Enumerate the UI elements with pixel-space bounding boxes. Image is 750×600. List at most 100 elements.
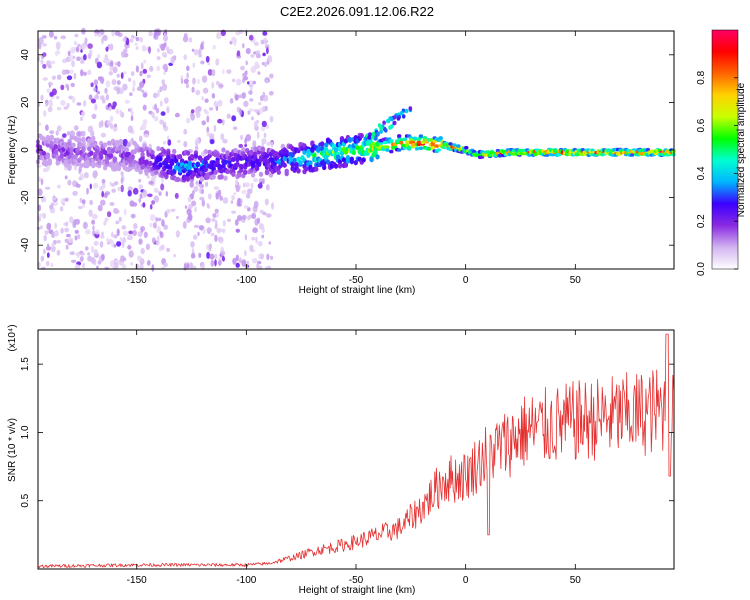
- spectrogram-cell: [80, 60, 85, 64]
- spectrogram-cell: [219, 250, 226, 256]
- spectrogram-cell: [101, 178, 106, 184]
- spectrogram-cell: [91, 219, 95, 225]
- spectrogram-cell: [288, 156, 293, 162]
- spectrogram-cell: [341, 157, 347, 163]
- spectrogram-cell: [324, 142, 329, 148]
- spectrogram-cell: [400, 110, 404, 116]
- spectrogram-cell: [195, 161, 201, 167]
- spectrogram-cell: [63, 106, 69, 110]
- spectrogram-cell: [216, 227, 221, 234]
- spectrogram-cell: [206, 227, 212, 233]
- spectrogram-cell: [193, 185, 199, 192]
- spectrogram-cell: [46, 252, 50, 258]
- spectrogram-cell: [77, 43, 81, 48]
- spectrogram-cell: [86, 187, 89, 195]
- spectrogram-cell: [222, 138, 228, 144]
- spectrogram-cell: [55, 41, 61, 49]
- spectrogram-cell: [230, 200, 234, 204]
- spectrogram-cell: [115, 108, 120, 115]
- spectrogram-cell: [139, 36, 144, 43]
- spectrogram-cell: [211, 217, 216, 222]
- spectrogram-cell: [133, 223, 138, 230]
- spectrogram-cell: [66, 131, 71, 136]
- spectrogram-cell: [148, 180, 154, 185]
- spectrogram-cell: [183, 128, 188, 135]
- spectrogram-cell: [353, 160, 358, 166]
- spectrogram-cell: [98, 121, 102, 129]
- spectrogram-cell: [266, 47, 269, 55]
- spectrogram-cell: [105, 94, 109, 101]
- colorbar-tick-label: 0.8: [696, 70, 707, 84]
- spectrogram-cell: [122, 138, 128, 147]
- spectrogram-cell: [156, 235, 160, 242]
- spectrogram-cell: [140, 247, 145, 255]
- spectrogram-cell: [120, 146, 126, 152]
- spectrogram-cell: [255, 53, 261, 59]
- spectrogram-cell: [408, 106, 413, 111]
- spectrogram-cell: [397, 148, 402, 152]
- spectrogram-cell: [62, 133, 67, 138]
- spectrogram-cell: [70, 259, 77, 263]
- spectrogram-cell: [250, 54, 255, 58]
- spectrogram-cell: [79, 162, 84, 168]
- spectrogram-cell: [130, 71, 135, 77]
- spectrogram-cell: [179, 158, 185, 164]
- spectrogram-cell: [217, 189, 222, 198]
- spectrogram-cell: [146, 74, 151, 79]
- spectrogram-cell: [252, 80, 256, 85]
- spectrogram-cell: [190, 109, 195, 114]
- spectrogram-cell: [186, 208, 192, 216]
- spectrogram-cell: [70, 46, 76, 54]
- spectrogram-cell: [163, 224, 168, 230]
- spectrogram-cell: [265, 124, 270, 129]
- colorbar-tick-label: 0.2: [696, 214, 707, 228]
- spectrogram-cell: [219, 168, 224, 174]
- spectrogram-cell: [373, 149, 378, 155]
- spectrogram-cell: [392, 120, 397, 126]
- spectrogram-cell: [396, 116, 401, 121]
- spectrogram-cell: [131, 111, 134, 116]
- spectrogram-cell: [156, 65, 161, 72]
- spectrogram-cell: [247, 81, 250, 85]
- spectrogram-cell: [120, 72, 124, 79]
- spectrogram-cell: [213, 169, 218, 175]
- spectrogram-cell: [239, 257, 242, 264]
- spectrogram-cell: [105, 46, 109, 52]
- spectrogram-cell: [248, 90, 253, 95]
- spectrogram-cell: [116, 228, 120, 237]
- spectrogram-cell: [162, 149, 167, 155]
- spectrogram-cell: [122, 230, 129, 237]
- spectrogram-cell: [385, 145, 390, 149]
- spectrogram-cell: [43, 110, 47, 117]
- spectrogram-cell: [173, 253, 177, 258]
- spectrogram-cell: [195, 89, 201, 96]
- spectrogram-cell: [87, 255, 92, 262]
- snr-y-ticks: 0.5 1.0 1.5: [20, 357, 674, 508]
- spectrogram-cell: [416, 140, 422, 145]
- spectrogram-cell: [123, 208, 127, 216]
- spectrogram-cell: [142, 104, 147, 111]
- spectrogram-cell: [73, 125, 79, 131]
- spectrogram-cell: [227, 218, 231, 222]
- spectrogram-cell: [140, 123, 147, 131]
- spectrogram-cell: [75, 218, 80, 225]
- spectrogram-cell: [191, 48, 195, 52]
- spectrogram-cell: [79, 252, 85, 256]
- spectrogram-cell: [217, 260, 222, 266]
- spectrogram-cell: [138, 184, 144, 190]
- spectrogram-cell: [90, 98, 96, 104]
- spectrogram-cell: [156, 146, 161, 152]
- spectrogram-cell: [120, 171, 124, 176]
- spectrogram-cell: [43, 249, 46, 255]
- spectrogram-cell: [208, 107, 214, 111]
- spectrogram-cell: [386, 118, 390, 124]
- spectrogram-cell: [158, 162, 163, 168]
- spectrogram-cell: [261, 120, 267, 128]
- spectrogram-cell: [220, 133, 225, 141]
- spectrogram-cell: [202, 228, 206, 235]
- spectrogram-cell: [76, 56, 81, 62]
- spectrogram-cell: [234, 94, 239, 101]
- spectrogram-cell: [258, 102, 262, 106]
- spectrogram-cell: [147, 193, 153, 198]
- spectrogram-cell: [166, 150, 171, 156]
